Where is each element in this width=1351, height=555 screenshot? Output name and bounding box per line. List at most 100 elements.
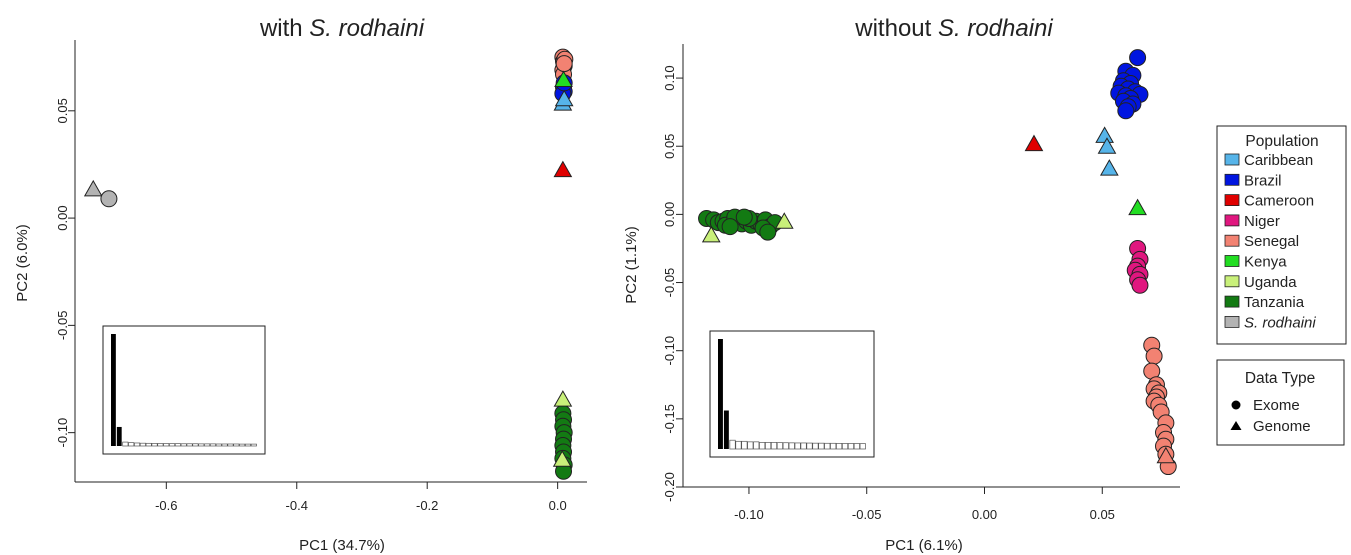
legend-label: Caribbean: [1244, 152, 1313, 169]
y-tick-label: -0.10: [55, 418, 70, 448]
x-tick-label: -0.6: [155, 498, 177, 513]
scree-inset: [102, 325, 266, 455]
scree-bar: [215, 443, 222, 447]
scree-bar: [776, 442, 783, 450]
scree-bar: [741, 440, 748, 450]
y-axis-label: PC2 (6.0%): [14, 224, 31, 302]
legend-label: Genome: [1253, 418, 1311, 435]
point-senegal-exome: [1145, 347, 1163, 365]
point-uganda-genome: [701, 225, 721, 243]
y-tick-label: -0.05: [662, 268, 677, 298]
legend-swatch: [1224, 295, 1240, 308]
scree-bar: [139, 442, 146, 447]
x-axis-ticks: -0.6 -0.4 -0.2 0.0: [155, 482, 567, 513]
x-tick-label: -0.4: [286, 498, 308, 513]
pca-panel-with-rodhaini: with S. rodhaini PC1 (34.7%) PC2 (6.0%) …: [14, 15, 587, 554]
scree-bar: [794, 442, 801, 450]
legend-swatch: [1224, 153, 1240, 166]
scree-bar: [174, 443, 181, 447]
scree-bar: [157, 443, 164, 447]
point-brazil-exome: [1129, 49, 1147, 67]
scree-bar: [163, 443, 170, 447]
scree-bar: [812, 442, 819, 450]
point-caribbean-genome: [554, 89, 574, 107]
scree-bar: [747, 441, 754, 450]
y-axis-label: PC2 (1.1%): [623, 226, 640, 304]
scree-bar: [735, 440, 742, 450]
scree-bar: [250, 443, 257, 447]
x-tick-label: 0.05: [1090, 507, 1115, 522]
point-brazil-exome: [1117, 102, 1135, 120]
legend-swatch: [1224, 255, 1240, 267]
legend-label: Kenya: [1244, 254, 1287, 271]
legend-swatch: [1224, 173, 1240, 186]
legend-label: Cameroon: [1244, 193, 1314, 210]
legend-title: Data Type: [1245, 370, 1315, 387]
panel-title: with S. rodhaini: [259, 15, 425, 42]
scree-bar: [718, 339, 723, 449]
point-kenya-genome: [554, 70, 573, 87]
scree-bar: [770, 442, 778, 450]
scree-bar: [753, 441, 760, 450]
scree-bar: [244, 443, 252, 447]
legend-swatch: [1224, 315, 1240, 328]
point-senegal-genome: [1156, 446, 1176, 464]
scree-inset: [709, 330, 875, 458]
scree-bar: [765, 442, 772, 450]
point-caribbean-genome: [1099, 159, 1119, 176]
legend-swatch: [1224, 234, 1240, 247]
legend-label: Brazil: [1244, 172, 1282, 189]
scree-bar: [847, 443, 855, 450]
data-points: [698, 49, 1177, 476]
datatype-legend: Data Type Exome Genome: [1216, 359, 1345, 446]
scree-bar: [806, 442, 813, 450]
y-tick-label: 0.05: [55, 98, 70, 123]
y-tick-label: 0.10: [662, 65, 677, 90]
scree-bar: [800, 442, 807, 450]
point-cameroon-genome: [553, 160, 573, 178]
scree-bar: [859, 443, 866, 450]
scree-bar: [853, 443, 860, 450]
scree-bar: [818, 442, 825, 450]
data-points: [83, 48, 574, 480]
scree-bar: [836, 443, 843, 450]
scree-bar: [192, 443, 199, 447]
legend-label: Tanzania: [1244, 294, 1305, 311]
legend-swatch: [1224, 214, 1240, 227]
x-tick-label: -0.2: [416, 498, 438, 513]
scree-inset-frame: [709, 330, 875, 458]
point-s-rodhaini-exome: [100, 190, 118, 208]
point-s-rodhaini-genome: [83, 179, 103, 197]
scree-bar: [723, 410, 729, 449]
scree-bar: [134, 442, 141, 447]
point-tanzania-exome: [735, 208, 753, 226]
legend-label: Uganda: [1244, 274, 1297, 291]
scree-bar: [788, 442, 795, 450]
x-axis-ticks: -0.10 -0.05 0.00 0.05: [734, 487, 1115, 522]
scree-bar: [204, 443, 211, 447]
x-tick-label: 0.0: [549, 498, 567, 513]
x-tick-label: 0.00: [972, 507, 997, 522]
point-tanzania-exome: [759, 223, 777, 241]
point-caribbean-genome: [1097, 137, 1117, 154]
point-niger-exome: [1131, 276, 1149, 294]
y-tick-label: 0.05: [662, 134, 677, 159]
y-axis-ticks: 0.10 0.05 0.00 -0.05 -0.10 -0.15 -0.20: [662, 65, 683, 502]
scree-bar: [729, 439, 736, 450]
scree-bar: [782, 442, 789, 450]
scree-bar: [841, 443, 849, 450]
y-tick-label: -0.10: [662, 336, 677, 366]
scree-bar: [824, 442, 831, 450]
point-caribbean-genome: [1095, 126, 1114, 143]
y-tick-label: -0.05: [55, 311, 70, 341]
point-uganda-genome: [553, 390, 573, 407]
scree-bar: [221, 443, 228, 447]
panel-title: without S. rodhaini: [854, 15, 1053, 42]
scree-bar: [239, 443, 246, 447]
legend-label: Exome: [1253, 397, 1300, 414]
scree-bar: [198, 443, 205, 447]
scree-bar: [169, 443, 176, 447]
scree-bar: [116, 426, 122, 446]
scree-bar: [180, 443, 187, 447]
